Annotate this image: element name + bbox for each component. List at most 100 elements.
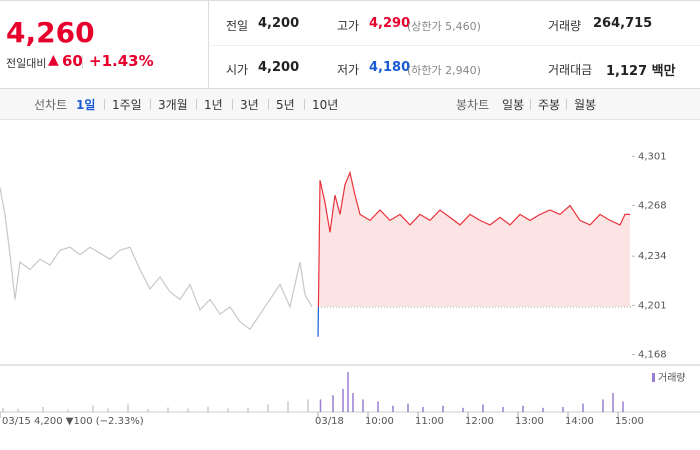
volume-bar — [392, 405, 394, 412]
stat-value: 4,290 — [369, 16, 411, 31]
x-tick-label: 12:00 — [465, 416, 494, 427]
divider — [104, 99, 105, 110]
volume-bar — [2, 407, 4, 412]
divider — [82, 55, 83, 69]
volume-bar — [522, 405, 524, 412]
price-line-up — [317, 170, 630, 307]
tab-bar — [0, 88, 700, 120]
change-symbol: ▲ — [48, 52, 59, 68]
volume-bar — [42, 406, 44, 412]
tab-label: 선차트 — [34, 98, 68, 112]
stat-note: (하한가 2,940) — [407, 64, 481, 77]
change-percent: +1.43% — [89, 52, 154, 70]
x-tick-label: 13:00 — [515, 416, 544, 427]
volume-bar — [267, 404, 269, 412]
divider — [566, 99, 567, 110]
divider — [208, 45, 700, 46]
volume-bar — [247, 407, 249, 412]
x-tick-label: 03/18 — [315, 416, 344, 427]
volume-bar — [167, 407, 169, 412]
tab[interactable]: 3년 — [240, 98, 259, 112]
volume-bar — [107, 408, 109, 412]
y-tick-label: 4,268 — [638, 200, 667, 211]
divider — [196, 99, 197, 110]
x-tick-label: 15:00 — [615, 416, 644, 427]
volume-bar — [542, 407, 544, 412]
stat-value: 4,180 — [369, 60, 411, 75]
volume-bar — [127, 403, 129, 412]
change-label: 전일대비 — [6, 57, 47, 70]
volume-bar — [407, 403, 409, 412]
x-tick-label: 11:00 — [415, 416, 444, 427]
volume-bar — [422, 406, 424, 412]
y-tick-label: 4,301 — [638, 151, 667, 162]
border — [0, 0, 700, 1]
tab-label: 봉차트 — [456, 98, 490, 112]
divider — [530, 99, 531, 110]
stat-label: 시가 — [226, 63, 249, 77]
volume-bar — [347, 372, 349, 412]
volume-bar — [332, 395, 334, 412]
tab[interactable]: 1주일 — [112, 98, 142, 112]
volume-bar — [352, 393, 354, 412]
stat-value: 4,200 — [258, 60, 300, 75]
volume-bar — [207, 406, 209, 412]
price-line-prev — [0, 187, 313, 331]
volume-bar — [307, 399, 309, 412]
tab[interactable]: 일봉 — [502, 98, 525, 112]
legend-swatch — [652, 373, 655, 382]
stat-label: 거래대금 — [548, 63, 593, 77]
volume-bar — [582, 403, 584, 412]
divider — [150, 99, 151, 110]
volume-bar — [147, 409, 149, 412]
change: 60 — [62, 52, 83, 70]
tab[interactable]: 5년 — [276, 98, 295, 112]
volume-bar — [67, 409, 69, 412]
divider — [232, 99, 233, 110]
stat-label: 전일 — [226, 19, 249, 33]
tab[interactable]: 1일 — [76, 98, 96, 112]
x-tick-label: 14:00 — [565, 416, 594, 427]
stat-value: 4,200 — [258, 16, 300, 31]
volume-bar — [502, 406, 504, 412]
y-tick-label: 4,201 — [638, 300, 667, 311]
divider — [208, 0, 209, 88]
volume-bar — [442, 405, 444, 412]
tab[interactable]: 3개월 — [158, 98, 188, 112]
volume-bar — [602, 399, 604, 412]
divider — [304, 99, 305, 110]
chart: 4,168 4,201 4,234 4,268 4,301 03/15 03/18 10:00… — [0, 151, 700, 427]
volume-bar — [342, 388, 344, 412]
legend-label: 거래량 — [658, 372, 686, 384]
volume-bar — [377, 401, 379, 412]
x-tick-label: 10:00 — [365, 416, 394, 427]
price: 4,260 — [6, 16, 95, 49]
stat-note: (상한가 5,460) — [407, 20, 481, 33]
volume-bar — [362, 399, 364, 412]
volume-bar — [92, 405, 94, 412]
volume-bar — [319, 399, 322, 412]
tab[interactable]: 1년 — [204, 98, 223, 112]
tab[interactable]: 10년 — [312, 98, 339, 112]
stat-value: 1,127 백만 — [606, 64, 676, 79]
stat-label: 저가 — [337, 63, 360, 77]
volume-bar — [612, 393, 614, 412]
x-tick-label: 03/15 — [2, 416, 31, 427]
volume-bar — [17, 408, 19, 412]
stat-label: 거래량 — [548, 19, 582, 33]
volume-bar — [482, 404, 484, 412]
tab[interactable]: 주봉 — [538, 98, 561, 112]
y-tick-label: 4,234 — [638, 251, 667, 262]
stat-label: 고가 — [337, 19, 360, 33]
y-tick-label: 4,168 — [638, 350, 667, 361]
tab[interactable]: 월봉 — [574, 98, 597, 112]
volume-bar — [462, 407, 464, 412]
volume-bar — [187, 408, 189, 412]
volume-bar — [287, 401, 289, 412]
volume-bar — [227, 408, 229, 412]
stat-value: 264,715 — [593, 16, 653, 31]
volume-bar — [622, 401, 624, 412]
volume-bar — [562, 406, 564, 412]
divider — [268, 99, 269, 110]
